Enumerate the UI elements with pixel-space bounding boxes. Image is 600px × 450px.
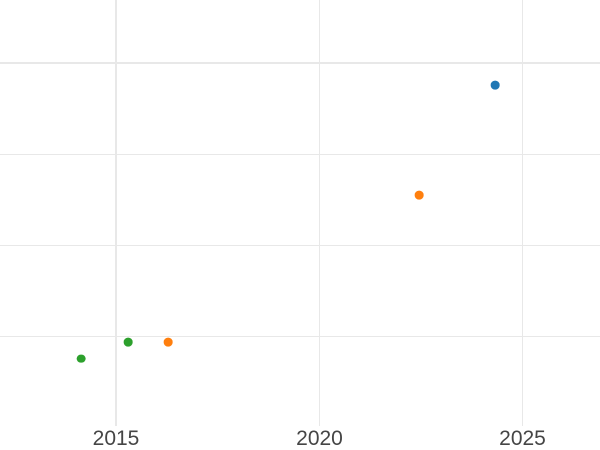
vertical-gridline-2 [521,0,524,426]
horizontal-gridline-1 [0,153,600,156]
horizontal-gridline-3 [0,335,600,338]
horizontal-gridline-0 [0,62,600,64]
data-point-green-1 [123,337,133,347]
vertical-gridline-0 [115,0,117,426]
data-point-green-0 [76,354,86,363]
data-point-orange-0 [163,337,173,347]
vertical-gridline-1 [318,0,321,426]
data-point-orange-1 [414,190,424,200]
x-tick-label-2025: 2025 [499,427,546,450]
x-tick-label-2015: 2015 [92,427,140,450]
data-point-blue-0 [490,80,500,90]
horizontal-gridline-2 [0,244,600,247]
x-tick-label-2020: 2020 [296,427,343,450]
